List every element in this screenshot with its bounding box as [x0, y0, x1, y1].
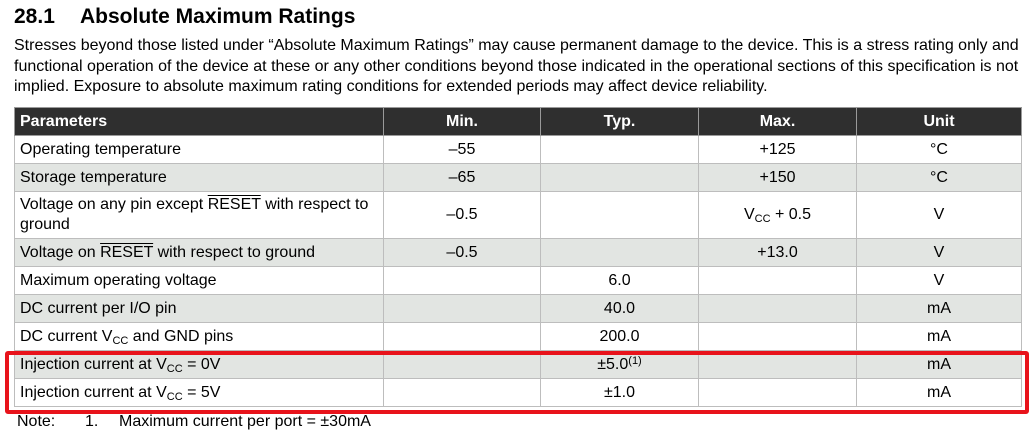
unit-cell: V	[856, 191, 1022, 239]
param-cell: DC current VCC and GND pins	[14, 322, 384, 351]
param-cell: Storage temperature	[14, 163, 384, 192]
min-cell: –55	[383, 135, 541, 164]
header-parameters: Parameters	[14, 107, 384, 136]
max-subscript: CC	[754, 213, 771, 225]
note-number: 1.	[85, 413, 99, 430]
table-header-row: Parameters Min. Typ. Max. Unit	[14, 107, 1022, 136]
max-cell: +13.0	[698, 238, 857, 267]
param-cell: Operating temperature	[14, 135, 384, 164]
header-min: Min.	[383, 107, 541, 136]
max-text: V	[743, 206, 755, 223]
header-unit: Unit	[856, 107, 1022, 136]
min-cell	[383, 322, 541, 351]
param-text: DC current V	[20, 327, 113, 345]
unit-cell: °C	[856, 163, 1022, 192]
min-cell	[383, 294, 541, 323]
param-text: with respect to ground	[153, 243, 316, 261]
max-cell: +125	[698, 135, 857, 164]
note-label: Note:	[17, 413, 56, 430]
section-heading: 28.1 Absolute Maximum Ratings	[14, 5, 355, 29]
max-cell: +150	[698, 163, 857, 192]
param-overline-text: RESET	[207, 196, 261, 213]
note-text: Maximum current per port = ±30mA	[119, 413, 371, 430]
section-title: Absolute Maximum Ratings	[80, 5, 356, 28]
param-text: Voltage on	[20, 243, 101, 261]
param-subscript: CC	[166, 390, 183, 403]
param-cell: Voltage on RESET with respect to ground	[14, 238, 384, 267]
param-text: and GND pins	[128, 327, 234, 345]
param-cell: Injection current at VCC = 5V	[14, 378, 384, 407]
typ-cell: ±1.0	[540, 378, 699, 407]
max-cell	[698, 266, 857, 295]
typ-text: ±5.0	[597, 355, 629, 373]
param-text: = 5V	[182, 383, 221, 401]
header-typ: Typ.	[540, 107, 699, 136]
typ-cell	[540, 135, 699, 164]
table-row: DC current VCC and GND pins 200.0 mA	[14, 322, 1022, 351]
param-subscript: CC	[112, 334, 129, 347]
table-row: Maximum operating voltage 6.0 V	[14, 266, 1022, 295]
max-cell	[698, 294, 857, 323]
typ-cell: 40.0	[540, 294, 699, 323]
table-row: Injection current at VCC = 5V ±1.0 mA	[14, 378, 1022, 407]
intro-paragraph: Stresses beyond those listed under “Abso…	[14, 37, 1019, 95]
section-number: 28.1	[14, 5, 55, 28]
unit-cell: mA	[856, 378, 1022, 407]
unit-cell: V	[856, 266, 1022, 295]
table-row: Storage temperature –65 +150 °C	[14, 163, 1022, 192]
highlight-box	[5, 351, 1029, 414]
max-cell	[698, 322, 857, 351]
param-text: = 0V	[182, 355, 221, 373]
typ-cell: 200.0	[540, 322, 699, 351]
max-cell	[698, 378, 857, 407]
min-cell: –65	[383, 163, 541, 192]
typ-cell	[540, 191, 699, 239]
unit-cell: °C	[856, 135, 1022, 164]
min-cell	[383, 378, 541, 407]
param-cell: DC current per I/O pin	[14, 294, 384, 323]
typ-cell	[540, 163, 699, 192]
ratings-table: Parameters Min. Typ. Max. Unit Operating…	[14, 107, 1022, 407]
max-text: + 0.5	[770, 206, 812, 223]
param-text: with respect to ground	[20, 196, 369, 233]
table-note: Note: 1. Maximum current per port = ±30mA	[17, 413, 371, 431]
param-overline-text: RESET	[100, 243, 154, 261]
table-row: Voltage on RESET with respect to ground …	[14, 238, 1022, 267]
param-cell: Voltage on any pin except RESET with res…	[14, 191, 384, 239]
unit-cell: V	[856, 238, 1022, 267]
table-row: Operating temperature –55 +125 °C	[14, 135, 1022, 164]
min-cell	[383, 266, 541, 295]
unit-cell: mA	[856, 322, 1022, 351]
min-cell: –0.5	[383, 238, 541, 267]
param-text: Injection current at V	[20, 355, 167, 373]
unit-cell: mA	[856, 294, 1022, 323]
param-subscript: CC	[166, 362, 183, 375]
typ-cell	[540, 238, 699, 267]
param-cell: Maximum operating voltage	[14, 266, 384, 295]
footnote-ref: (1)	[628, 354, 642, 367]
param-text: Voltage on any pin except	[20, 196, 208, 213]
table-row: DC current per I/O pin 40.0 mA	[14, 294, 1022, 323]
param-text: Injection current at V	[20, 383, 167, 401]
header-max: Max.	[698, 107, 857, 136]
typ-cell: 6.0	[540, 266, 699, 295]
table-row: Voltage on any pin except RESET with res…	[14, 191, 1022, 239]
min-cell: –0.5	[383, 191, 541, 239]
max-cell: VCC + 0.5	[698, 191, 857, 239]
